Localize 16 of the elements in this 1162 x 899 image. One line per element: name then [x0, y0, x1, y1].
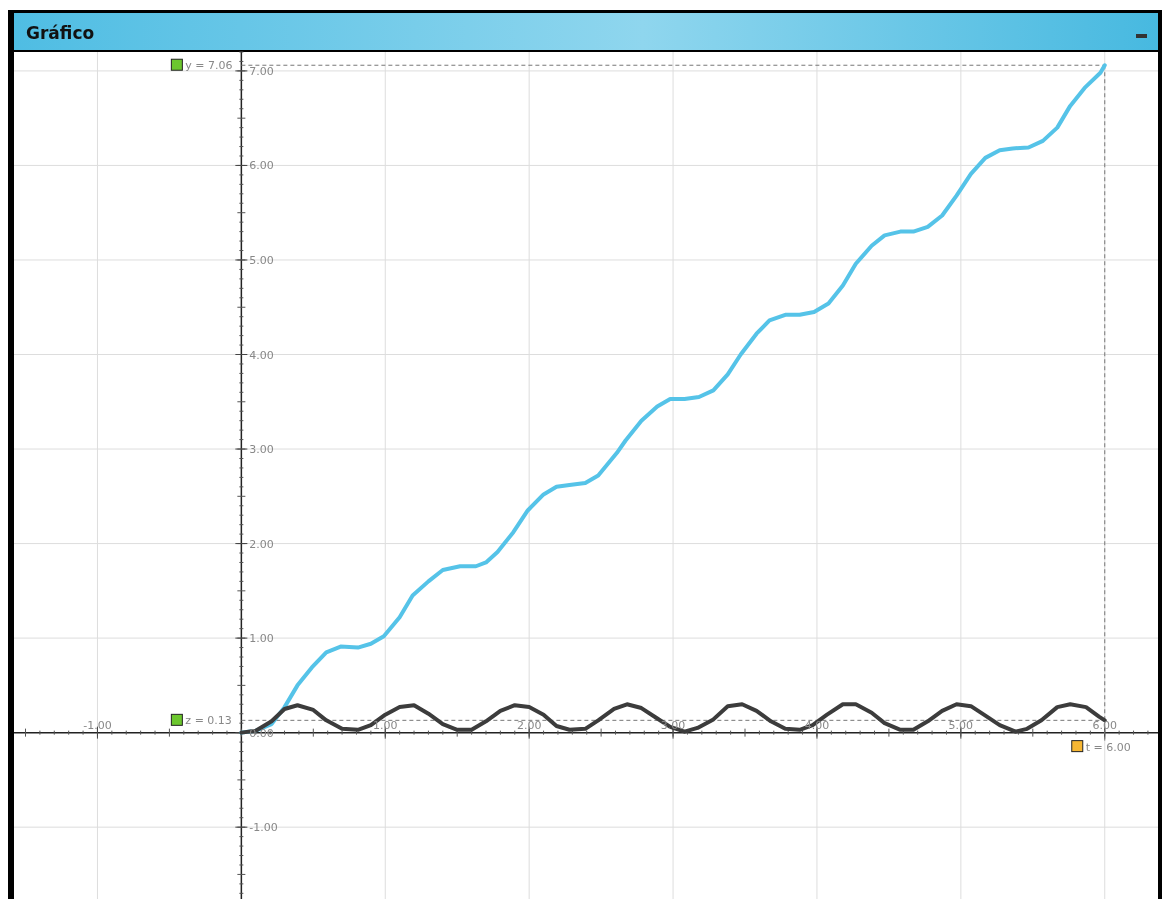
y-tick-label: 7.00 — [249, 64, 274, 78]
chart-title: Gráfico — [26, 23, 95, 43]
ref-line-label: y = 7.06 — [185, 59, 233, 73]
y-tick-label: 1.00 — [249, 632, 274, 646]
y-tick-label: 3.00 — [249, 443, 274, 457]
y-tick-label: 6.00 — [249, 159, 274, 173]
y-tick-label: 4.00 — [249, 348, 274, 362]
ref-line-label: t = 6.00 — [1085, 740, 1131, 754]
x-tick-label: 5.00 — [948, 718, 974, 732]
x-tick-label: 2.00 — [516, 718, 542, 732]
x-tick-label: 1.00 — [373, 718, 398, 732]
x-tick-label: -1.00 — [83, 718, 112, 732]
y-tick-label: -1.00 — [249, 821, 278, 835]
y-tick-label: 5.00 — [249, 253, 274, 267]
y-tick-label: 2.00 — [249, 537, 274, 551]
ref-line-label: z = 0.13 — [185, 714, 232, 728]
